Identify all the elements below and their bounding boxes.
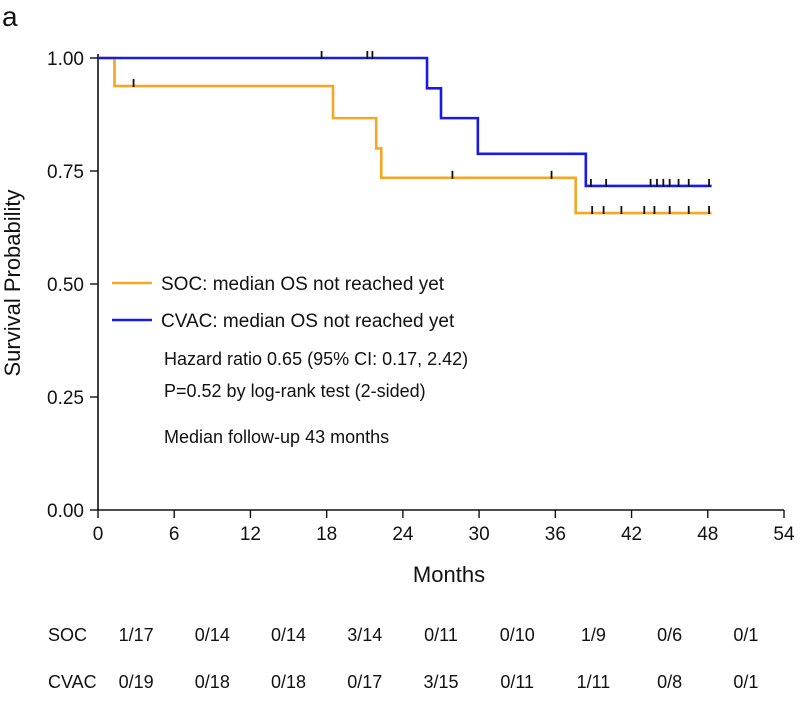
risk-cell: 0/17 — [347, 672, 382, 692]
x-tick-label: 12 — [240, 524, 261, 545]
x-tick-label: 0 — [93, 524, 104, 545]
y-tick-label: 0.25 — [47, 388, 84, 409]
risk-table: SOC 1/17 0/14 0/14 3/14 0/11 0/10 1/9 0/6 0/1 CVAC… — [48, 625, 758, 692]
x-tick-label: 48 — [697, 524, 718, 545]
risk-cell: 0/1 — [733, 625, 758, 645]
y-tick-label: 0.50 — [47, 275, 84, 296]
risk-cell: 0/11 — [424, 625, 458, 645]
km-curve-cvac — [98, 56, 712, 188]
legend: SOC: median OS not reached yet CVAC: med… — [112, 274, 455, 332]
x-tick-label: 30 — [469, 524, 490, 545]
panel-label: a — [2, 1, 18, 32]
risk-cell: 1/17 — [119, 625, 154, 645]
x-tick-label: 54 — [773, 524, 795, 545]
x-tick-label: 36 — [545, 524, 566, 545]
y-tick-label: 0.75 — [47, 162, 84, 183]
axes — [97, 54, 784, 511]
x-tick-label: 6 — [169, 524, 180, 545]
y-tick-label: 1.00 — [47, 49, 84, 70]
risk-cell: 0/10 — [500, 625, 535, 645]
legend-label-soc: SOC: median OS not reached yet — [161, 274, 445, 295]
annotations: Hazard ratio 0.65 (95% CI: 0.17, 2.42) P… — [164, 349, 468, 447]
risk-row-label: CVAC — [48, 672, 97, 692]
risk-cell: 0/14 — [271, 625, 306, 645]
risk-cell: 0/18 — [195, 672, 230, 692]
risk-cell: 0/11 — [500, 672, 534, 692]
risk-cell: 1/11 — [577, 672, 611, 692]
x-tick-label: 24 — [392, 524, 414, 545]
y-tick-label: 0.00 — [47, 501, 84, 522]
axis-ticks: 0 6 12 18 24 30 36 42 48 54 0.00 0.25 0.50 0.75 1.00 — [47, 49, 795, 545]
x-tick-label: 18 — [316, 524, 337, 545]
risk-cell: 0/14 — [195, 625, 230, 645]
risk-cell: 0/6 — [657, 625, 682, 645]
risk-row-label: SOC — [48, 625, 87, 645]
x-tick-label: 42 — [621, 524, 642, 545]
risk-cell: 1/9 — [581, 625, 606, 645]
x-axis-title: Months — [413, 562, 485, 587]
km-curve-soc — [98, 56, 712, 215]
censor-marks — [132, 51, 710, 215]
hazard-ratio-note: Hazard ratio 0.65 (95% CI: 0.17, 2.42) — [164, 349, 468, 369]
follow-up-note: Median follow-up 43 months — [164, 427, 389, 447]
risk-cell: 0/19 — [119, 672, 154, 692]
survival-curves — [98, 56, 712, 215]
risk-cell: 3/14 — [347, 625, 382, 645]
risk-cell: 0/18 — [271, 672, 306, 692]
legend-label-cvac: CVAC: median OS not reached yet — [161, 311, 455, 332]
risk-cell: 3/15 — [423, 672, 458, 692]
y-axis-title: Survival Probability — [0, 189, 25, 376]
p-value-note: P=0.52 by log-rank test (2-sided) — [164, 381, 426, 401]
risk-cell: 0/1 — [733, 672, 758, 692]
risk-cell: 0/8 — [657, 672, 682, 692]
